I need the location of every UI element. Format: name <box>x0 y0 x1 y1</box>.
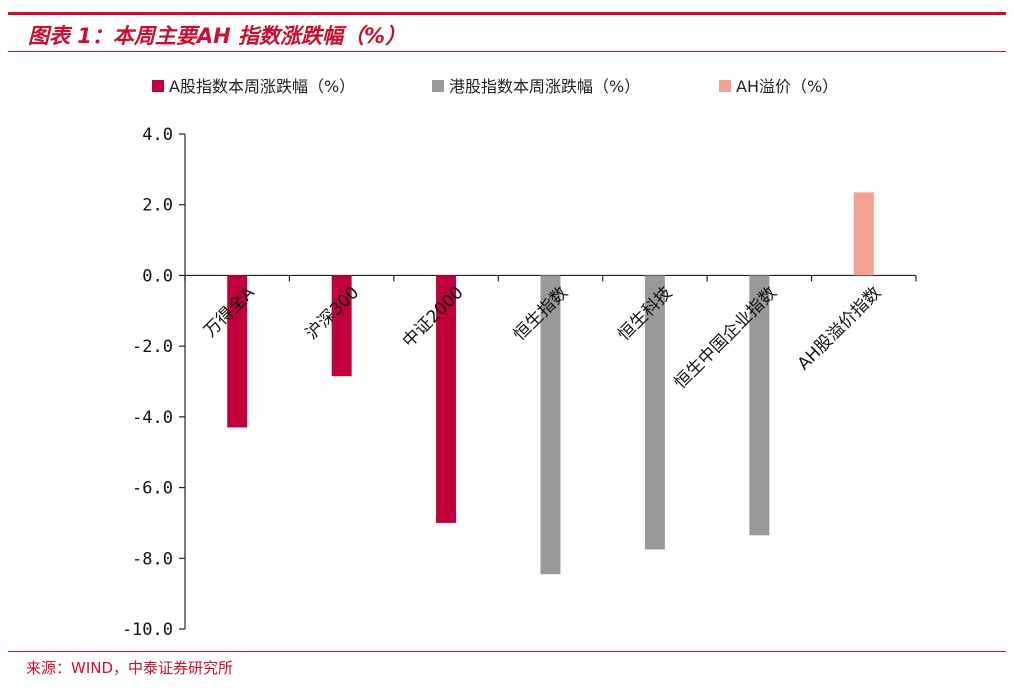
y-tick-label: 0.0 <box>142 266 173 286</box>
bar <box>853 192 874 276</box>
legend-swatch <box>432 80 444 92</box>
bar <box>227 275 248 428</box>
source-note: 来源：WIND，中泰证券研究所 <box>26 659 234 677</box>
figure-title: 图表 1：本周主要AH 指数涨跌幅（%） <box>28 24 407 48</box>
bar <box>331 275 352 377</box>
bar <box>749 275 770 536</box>
bar <box>436 275 457 523</box>
y-tick-label: 2.0 <box>142 196 173 216</box>
bar-chart: A股指数本周涨跌幅（%） 港股指数本周涨跌幅（%） AH溢价（%） 4.0 2.0 0.0… <box>122 77 917 640</box>
title-rule <box>8 51 1006 52</box>
legend-label: AH溢价（%） <box>736 77 838 96</box>
bottom-rule <box>8 651 1006 652</box>
legend-swatch <box>152 80 164 92</box>
top-rule <box>8 12 1006 15</box>
legend-label: A股指数本周涨跌幅（%） <box>169 77 355 96</box>
y-tick-label: -4.0 <box>132 408 173 428</box>
legend-swatch <box>719 80 731 92</box>
bar <box>644 275 665 550</box>
bar <box>540 275 561 575</box>
y-tick-label: -10.0 <box>122 620 173 640</box>
y-tick-label: 4.0 <box>142 125 173 145</box>
category-label: 中证2000 <box>399 283 468 352</box>
y-tick-label: -2.0 <box>132 337 173 357</box>
legend-label: 港股指数本周涨跌幅（%） <box>449 77 640 96</box>
y-tick-label: -8.0 <box>132 549 173 569</box>
y-tick-label: -6.0 <box>132 479 173 499</box>
category-label: AH股溢价指数 <box>794 283 886 375</box>
